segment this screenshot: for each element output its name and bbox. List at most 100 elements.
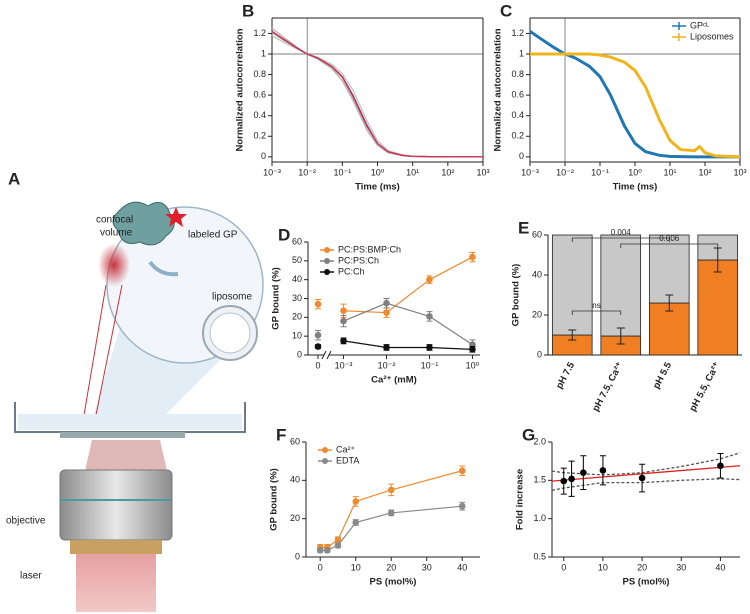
data-point <box>426 313 433 320</box>
x-tick-label: 10⁰ <box>628 167 642 177</box>
y-axis-label: Normalized autocorrelation <box>493 28 504 151</box>
x-tick-label: 10² <box>441 167 454 177</box>
legend-label: PC:PS:BMP:Ch <box>338 244 401 254</box>
x-tick-label: 10⁻³ <box>521 167 539 177</box>
x-axis-label: PS (mol%) <box>623 577 670 588</box>
data-point <box>334 536 342 544</box>
legend-label: GPᶜᴸ <box>690 20 709 30</box>
illustration-label: laser <box>20 571 42 582</box>
y-axis-label: Fold increase <box>515 469 526 530</box>
y-tick-label: 0.6 <box>511 90 524 100</box>
illustration-label: confocal <box>96 215 133 226</box>
illustration-label: labeled GP <box>188 230 238 241</box>
label-star <box>165 207 187 227</box>
data-point <box>387 509 395 517</box>
x-tick-label: 10³ <box>733 167 746 177</box>
significance-bracket <box>571 310 622 315</box>
data-point <box>383 299 390 307</box>
x-tick-label: 30 <box>676 562 686 572</box>
y-tick-label: 1 <box>519 48 524 58</box>
error-bar <box>616 327 625 345</box>
series-line <box>530 52 741 159</box>
legend-marker <box>324 269 330 275</box>
data-point <box>324 546 331 554</box>
data-point <box>340 307 347 315</box>
annotation: 0.004 <box>611 228 632 237</box>
y-tick-label: 40 <box>532 269 542 279</box>
x-tick-label: 10⁰ <box>466 360 480 370</box>
x-tick-label: 10⁻² <box>556 167 574 177</box>
x-tick-label: 10³ <box>476 167 489 177</box>
legend-marker <box>322 447 328 453</box>
series-line <box>271 30 483 158</box>
y-tick-label: 1.2 <box>511 28 524 38</box>
axis-break <box>326 350 332 360</box>
y-tick-label: 0.6 <box>253 90 266 100</box>
x-tick-label: 10¹ <box>406 167 419 177</box>
y-tick-label: 30 <box>292 293 302 303</box>
x-tick-label: 20 <box>386 562 396 572</box>
data-point <box>717 462 724 470</box>
data-point <box>568 475 575 483</box>
y-tick-label: 0 <box>261 151 266 161</box>
bar-segment <box>600 234 642 337</box>
x-tick-label: 10⁻¹ <box>421 360 439 370</box>
series-line <box>343 340 473 350</box>
bar-segment <box>697 259 739 356</box>
panel-label: C <box>500 1 512 20</box>
y-tick-label: 60 <box>292 236 302 246</box>
y-tick-label: 0 <box>519 151 524 161</box>
y-axis-label: GP bound (%) <box>269 468 280 531</box>
data-point <box>560 477 568 485</box>
data-point <box>314 331 322 339</box>
bar-segment <box>551 234 593 336</box>
y-tick-label: 1.5 <box>533 475 546 485</box>
arrow <box>148 260 179 277</box>
y-tick-label: 1.0 <box>533 513 546 523</box>
x-tick-label: 10² <box>698 167 711 177</box>
y-tick-label: 20 <box>532 309 542 319</box>
data-point <box>458 467 466 475</box>
data-point <box>387 486 395 494</box>
series-line <box>271 30 483 158</box>
guide-line <box>83 284 107 416</box>
laser-beam <box>76 554 156 612</box>
bar-segment <box>648 302 690 356</box>
data-point <box>469 253 476 261</box>
x-tick-label: 0 <box>318 562 323 572</box>
error-bar <box>665 294 674 312</box>
illustration-label: liposome <box>212 292 252 303</box>
illustration: A labeled GP confocal volume liposome ob… <box>6 169 264 612</box>
y-axis-label: GP bound (%) <box>271 267 282 330</box>
error-bar <box>568 329 577 341</box>
medium <box>18 414 242 430</box>
data-point <box>352 519 360 526</box>
liposome <box>209 312 251 354</box>
y-tick-label: 40 <box>290 475 300 485</box>
x-tick-label: 10⁻¹ <box>333 167 351 177</box>
significance-bracket <box>571 237 670 242</box>
legend-marker <box>324 247 330 253</box>
guide-line <box>95 284 123 416</box>
data-point <box>334 542 342 549</box>
y-tick-label: 1.2 <box>253 28 266 38</box>
y-tick-label: 60 <box>532 229 542 239</box>
x-tick-label: 10⁻¹ <box>591 167 609 177</box>
y-tick-label: 1 <box>261 48 266 58</box>
x-tick-label: 0 <box>561 562 566 572</box>
stage <box>60 432 185 438</box>
y-tick-label: 40 <box>292 274 302 284</box>
x-tick-label: 10 <box>351 562 361 572</box>
data-point <box>383 309 390 316</box>
legend-label: PC:Ch <box>338 266 365 276</box>
x-tick-label: 10¹ <box>663 167 676 177</box>
x-tick-label: 10⁻³ <box>263 167 281 177</box>
x-tick-label: pH 5.5, Ca²⁺ <box>687 360 722 413</box>
data-point <box>469 346 476 353</box>
confocal-volume <box>98 243 130 287</box>
data-point <box>580 469 587 476</box>
y-tick-label: 2.0 <box>533 436 546 446</box>
series-line <box>271 27 483 158</box>
y-tick-label: 10 <box>292 331 302 341</box>
